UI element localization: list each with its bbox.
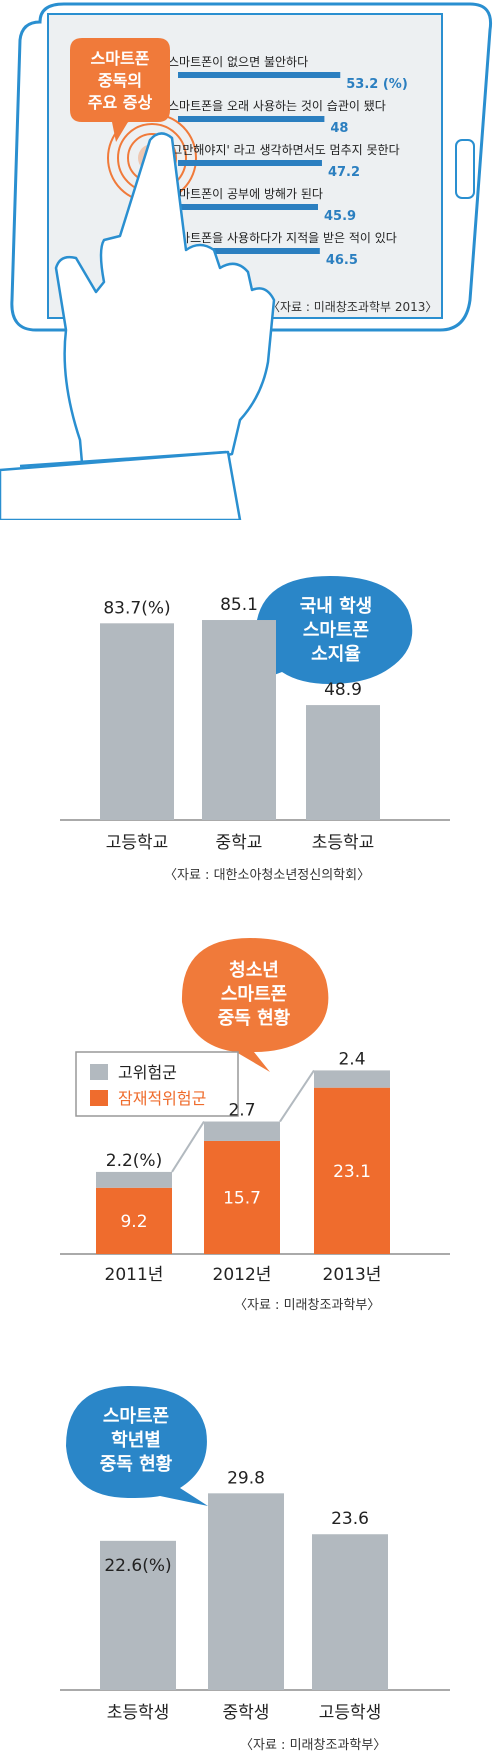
category-label: 고등학생 <box>319 1703 382 1723</box>
bubble-line: 중독의 <box>98 71 142 90</box>
category-label: 초등학생 <box>107 1703 170 1723</box>
bar-high-risk <box>204 1121 280 1141</box>
bar-latent-risk <box>314 1087 390 1254</box>
category-label: 중학생 <box>223 1703 270 1723</box>
title-bubble: 국내 학생 스마트폰 소지율 <box>250 576 413 684</box>
high-value-label: 2.7 <box>228 1101 255 1121</box>
latent-value-label: 9.2 <box>120 1212 147 1232</box>
chart2-source: 〈자료 : 대한소아청소년정신의학회〉 <box>164 868 371 883</box>
bubble-line: 학년별 <box>111 1429 161 1451</box>
title-bubble: 스마트폰 중독의 주요 증상 <box>70 38 170 142</box>
grade-chart: 스마트폰 학년별 중독 현황 22.6(%) 초등학생 29.8 중학생 23.6 고등학… <box>60 1386 450 1723</box>
hand-illustration <box>0 132 276 520</box>
category-label: 초등학교 <box>312 833 375 853</box>
bubble-line: 주요 증상 <box>88 93 153 112</box>
legend-label: 고위험군 <box>118 1063 177 1082</box>
bar <box>100 623 174 820</box>
bubble-line: 중독 현황 <box>100 1454 173 1475</box>
bubble-line: 스마트폰 <box>91 49 150 68</box>
phone-side-button <box>455 139 475 199</box>
bubble-line: 소지율 <box>311 644 361 665</box>
chart1-source: 〈자료 : 미래창조과학부 2013〉 <box>268 300 438 314</box>
symptom-value: 46.5 <box>326 253 358 268</box>
bar <box>202 620 276 820</box>
bubble-line: 국내 학생 <box>300 595 373 617</box>
category-label: 2011년 <box>105 1265 164 1285</box>
symptom-bar <box>178 248 320 254</box>
bar <box>208 1493 284 1690</box>
bar-value-label: 48.9 <box>324 680 362 700</box>
symptom-value: 53.2 (%) <box>346 77 408 92</box>
symptom-bar <box>178 72 341 78</box>
title-bubble: 청소년 스마트폰 중독 현황 <box>181 938 329 1072</box>
bar-value-label: 29.8 <box>227 1468 265 1488</box>
bar-value-label: 23.6 <box>331 1509 369 1529</box>
bar-high-risk <box>314 1070 390 1088</box>
chart3-source: 〈자료 : 미래창조과학부〉 <box>234 1298 381 1313</box>
category-label: 2013년 <box>323 1265 382 1285</box>
category-label: 2012년 <box>213 1265 272 1285</box>
bubble-line: 스마트폰 <box>303 620 369 641</box>
ownership-chart: 국내 학생 스마트폰 소지율 83.7(%) 고등학교 85.1 중학교 48.9 초등학… <box>60 576 450 853</box>
trend-connector <box>279 1069 315 1123</box>
bar-high-risk <box>96 1171 172 1188</box>
addiction-chart: 청소년 스마트폰 중독 현황 고위험군 잠재적위험군 9.2 2.2(%) 2011… <box>60 938 450 1285</box>
symptom-value: 48 <box>330 121 348 136</box>
bar-latent-risk <box>96 1187 172 1254</box>
bubble-line: 중독 현황 <box>218 1008 291 1029</box>
category-label: 중학교 <box>216 833 263 853</box>
chart4-source: 〈자료 : 미래창조과학부〉 <box>240 1738 387 1753</box>
legend-label: 잠재적위험군 <box>118 1089 206 1108</box>
category-label: 고등학교 <box>106 833 169 853</box>
bubble-line: 스마트폰 <box>221 984 287 1005</box>
bar-value-label: 22.6(%) <box>104 1556 171 1576</box>
symptom-label: 스마트폰을 사용하다가 지적을 받은 적이 있다 <box>168 231 397 245</box>
trend-connector <box>171 1120 205 1173</box>
symptom-label: 스마트폰을 오래 사용하는 것이 습관이 됐다 <box>168 99 386 113</box>
bar <box>312 1534 388 1690</box>
symptom-label: 스마트폰이 공부에 방해가 된다 <box>168 187 323 201</box>
bar-value-label: 83.7(%) <box>103 598 170 618</box>
legend-swatch-high-risk <box>90 1064 108 1080</box>
bubble-line: 청소년 <box>229 960 279 981</box>
symptom-bar <box>178 160 322 166</box>
bar <box>306 705 380 820</box>
symptom-bar <box>178 116 325 122</box>
symptom-value: 47.2 <box>328 165 360 180</box>
latent-value-label: 15.7 <box>223 1188 261 1208</box>
bar-latent-risk <box>204 1140 280 1254</box>
symptom-value: 45.9 <box>324 209 356 224</box>
bar-value-label: 85.1 <box>220 595 258 615</box>
bubble-line: 스마트폰 <box>103 1406 169 1427</box>
symptom-bar <box>178 204 318 210</box>
symptom-label: 스마트폰이 없으면 불안하다 <box>168 55 308 69</box>
high-value-label: 2.4 <box>338 1049 365 1069</box>
legend: 고위험군 잠재적위험군 <box>75 1051 239 1117</box>
symptom-label: '그만해야지' 라고 생각하면서도 멈추지 못한다 <box>168 143 400 157</box>
high-value-label: 2.2(%) <box>106 1151 162 1171</box>
symptoms-illustration: 스마트폰이 없으면 불안하다 53.2 (%) 스마트폰을 오래 사용하는 것이 습… <box>0 2 493 520</box>
title-bubble: 스마트폰 학년별 중독 현황 <box>66 1386 208 1506</box>
latent-value-label: 23.1 <box>333 1162 371 1182</box>
legend-swatch-latent-risk <box>90 1090 108 1106</box>
bar <box>100 1540 176 1690</box>
